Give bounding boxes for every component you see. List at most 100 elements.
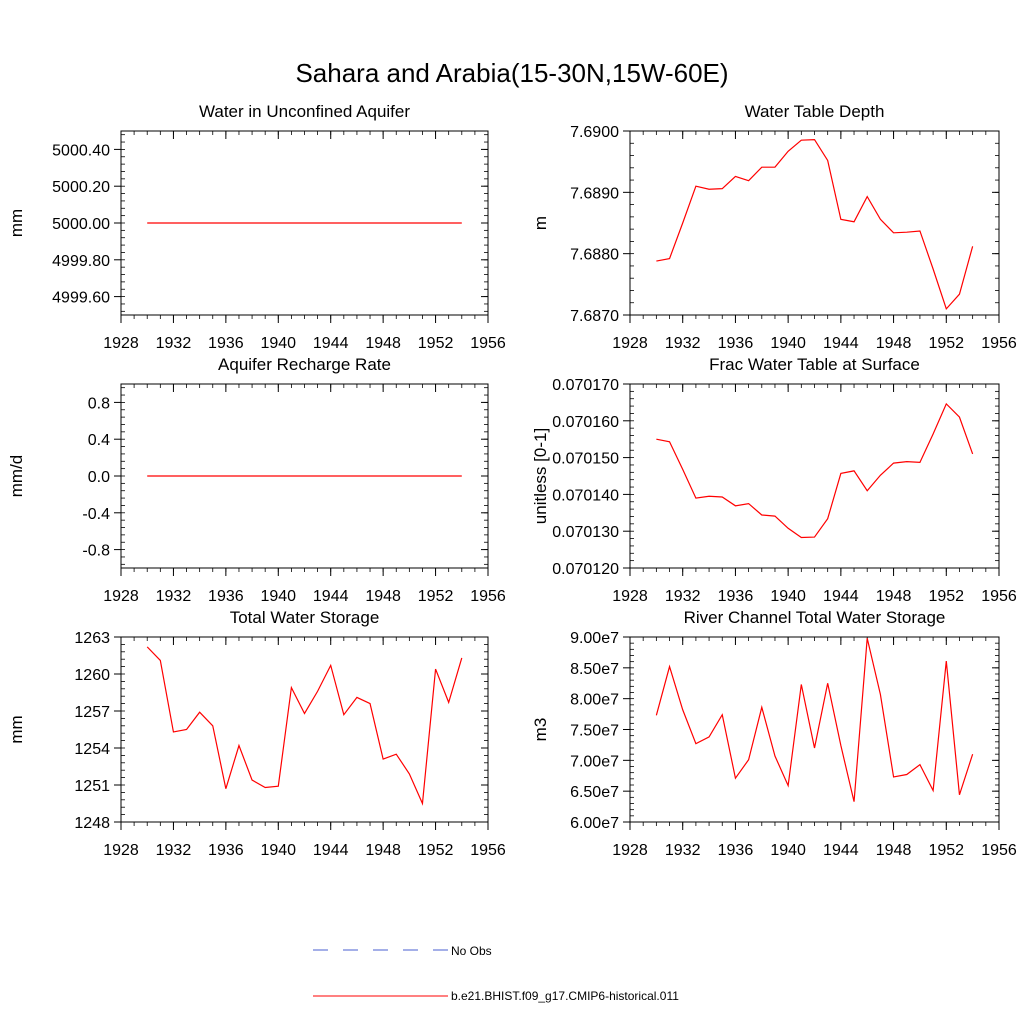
panel-6-y-tick-label: 6.50e7 [570, 784, 619, 801]
panel-2-x-tick-label: 1936 [718, 335, 754, 352]
panel-6-y-tick-label: 9.00e7 [570, 630, 619, 647]
panel-6-y-tick-label: 6.00e7 [570, 815, 619, 832]
panel-6-title: River Channel Total Water Storage [684, 608, 946, 627]
panel-5-y-tick-label: 1254 [74, 741, 110, 758]
panel-1-y-tick-label: 5000.20 [52, 179, 110, 196]
panel-2-x-tick-label: 1948 [876, 335, 912, 352]
panel-6-y-tick-label: 7.50e7 [570, 723, 619, 740]
panel-3-y-axis-label: mm/d [7, 455, 26, 498]
panel-6-y-axis-label: m3 [531, 718, 550, 742]
panel-1-x-tick-label: 1956 [470, 335, 506, 352]
panel-5: 1248 1251 1254 1257 1260 1263 1928 1932 1936 1940… [7, 608, 506, 859]
panel-4-y-tick-label: 0.070160 [552, 414, 619, 431]
panel-4-x-tick-label: 1956 [981, 588, 1017, 605]
page-title: Sahara and Arabia(15-30N,15W-60E) [295, 58, 728, 88]
legend-obs-label: No Obs [451, 944, 492, 958]
panel-5-y-tick-label: 1251 [74, 778, 110, 795]
panel-2: 7.6870 7.6880 7.6890 7.6900 1928 1932 1936 1940… [531, 102, 1017, 352]
panel-1-y-tick-label: 5000.40 [52, 142, 110, 159]
panel-2-x-tick-label: 1928 [612, 335, 648, 352]
panel-3-y-tick-label: -0.8 [82, 543, 110, 560]
panel-4-x-tick-label: 1936 [718, 588, 754, 605]
panel-4-x-tick-label: 1940 [770, 588, 806, 605]
panel-4-frame [629, 383, 1000, 569]
panel-5-y-axis-label: mm [7, 715, 26, 743]
panel-3-y-tick-label: 0.0 [88, 469, 110, 486]
panel-6-x-tick-label: 1948 [876, 842, 912, 859]
panel-4-x-tick-label: 1932 [665, 588, 701, 605]
panel-2-x-tick-label: 1940 [770, 335, 806, 352]
panel-1-y-tick-label: 4999.60 [52, 290, 110, 307]
panel-2-x-tick-label: 1932 [665, 335, 701, 352]
panel-3-y-tick-label: -0.4 [82, 506, 110, 523]
panel-3-x-tick-label: 1936 [208, 588, 244, 605]
panel-1-y-axis-label: mm [7, 209, 26, 237]
panel-6-series-line [655, 638, 974, 802]
panel-6-frame [629, 636, 1000, 823]
panel-5-x-tick-label: 1940 [260, 842, 296, 859]
chart-panels: 4999.60 4999.80 5000.00 5000.20 5000.40 1928 1… [7, 102, 1017, 859]
panel-4-y-tick-label: 0.070120 [552, 561, 619, 578]
panel-2-y-axis-label: m [531, 216, 550, 230]
panel-1-x-tick-label: 1928 [103, 335, 139, 352]
panel-1-y-tick-label: 5000.00 [52, 216, 110, 233]
panel-2-y-tick-label: 7.6900 [570, 124, 619, 141]
panel-4: 0.070120 0.070130 0.070140 0.070150 0.070160… [531, 355, 1017, 605]
legend: No Obs b.e21.BHIST.f09_g17.CMIP6-histori… [313, 944, 679, 1003]
panel-2-y-tick-label: 7.6880 [570, 247, 619, 264]
panel-5-x-tick-label: 1956 [470, 842, 506, 859]
panel-6-x-tick-label: 1928 [612, 842, 648, 859]
panel-5-x-tick-label: 1932 [156, 842, 192, 859]
panel-4-x-tick-label: 1948 [876, 588, 912, 605]
panel-4-y-tick-label: 0.070170 [552, 377, 619, 394]
panel-6-x-tick-label: 1956 [981, 842, 1017, 859]
panel-1-x-tick-label: 1944 [313, 335, 349, 352]
panel-5-y-tick-label: 1260 [74, 667, 110, 684]
panel-3-x-tick-label: 1928 [103, 588, 139, 605]
panel-5-frame [120, 636, 489, 823]
panel-2-y-tick-label: 7.6870 [570, 308, 619, 325]
panel-2-y-tick-label: 7.6890 [570, 185, 619, 202]
panel-3-x-tick-label: 1932 [156, 588, 192, 605]
panel-6-x-tick-label: 1944 [823, 842, 859, 859]
panel-4-y-tick-label: 0.070140 [552, 487, 619, 504]
panel-5-x-tick-label: 1928 [103, 842, 139, 859]
panel-6-x-tick-label: 1932 [665, 842, 701, 859]
panel-1-frame [120, 130, 489, 316]
panel-5-y-tick-label: 1248 [74, 815, 110, 832]
panel-6-y-tick-label: 8.00e7 [570, 692, 619, 709]
panel-3-title: Aquifer Recharge Rate [218, 355, 391, 374]
panel-5-x-tick-label: 1944 [313, 842, 349, 859]
panel-4-x-tick-label: 1944 [823, 588, 859, 605]
panel-3: -0.8 -0.4 0.0 0.4 0.8 1928 1932 1936 1940 1944 194… [7, 355, 506, 605]
panel-6-x-tick-label: 1936 [718, 842, 754, 859]
panel-5-x-tick-label: 1952 [418, 842, 454, 859]
panel-3-x-tick-label: 1952 [418, 588, 454, 605]
panel-3-x-tick-label: 1948 [365, 588, 401, 605]
panel-2-x-tick-label: 1952 [928, 335, 964, 352]
panel-2-series-line [656, 138, 974, 311]
panel-3-x-tick-label: 1940 [260, 588, 296, 605]
panel-6-x-tick-label: 1952 [928, 842, 964, 859]
panel-5-title: Total Water Storage [230, 608, 380, 627]
panel-1-x-tick-label: 1936 [208, 335, 244, 352]
panel-1-y-tick-label: 4999.80 [52, 253, 110, 270]
panel-3-frame [120, 383, 489, 569]
panel-4-y-tick-label: 0.070130 [552, 524, 619, 541]
panel-4-x-tick-label: 1952 [928, 588, 964, 605]
panel-3-x-tick-label: 1956 [470, 588, 506, 605]
panel-5-x-tick-label: 1948 [365, 842, 401, 859]
panel-2-x-tick-label: 1944 [823, 335, 859, 352]
panel-4-x-tick-label: 1928 [612, 588, 648, 605]
panel-2-frame [629, 130, 1000, 316]
panel-4-series-line [656, 402, 974, 539]
panel-5-series-line [146, 646, 463, 806]
panel-4-title: Frac Water Table at Surface [709, 355, 920, 374]
panel-5-y-tick-label: 1257 [74, 704, 110, 721]
panel-3-x-tick-label: 1944 [313, 588, 349, 605]
panel-1-x-tick-label: 1948 [365, 335, 401, 352]
panel-1-x-tick-label: 1932 [156, 335, 192, 352]
panel-6: 6.00e7 6.50e7 7.00e7 7.50e7 8.00e7 8.50e7 9.00… [531, 608, 1017, 859]
panel-1-x-tick-label: 1940 [260, 335, 296, 352]
